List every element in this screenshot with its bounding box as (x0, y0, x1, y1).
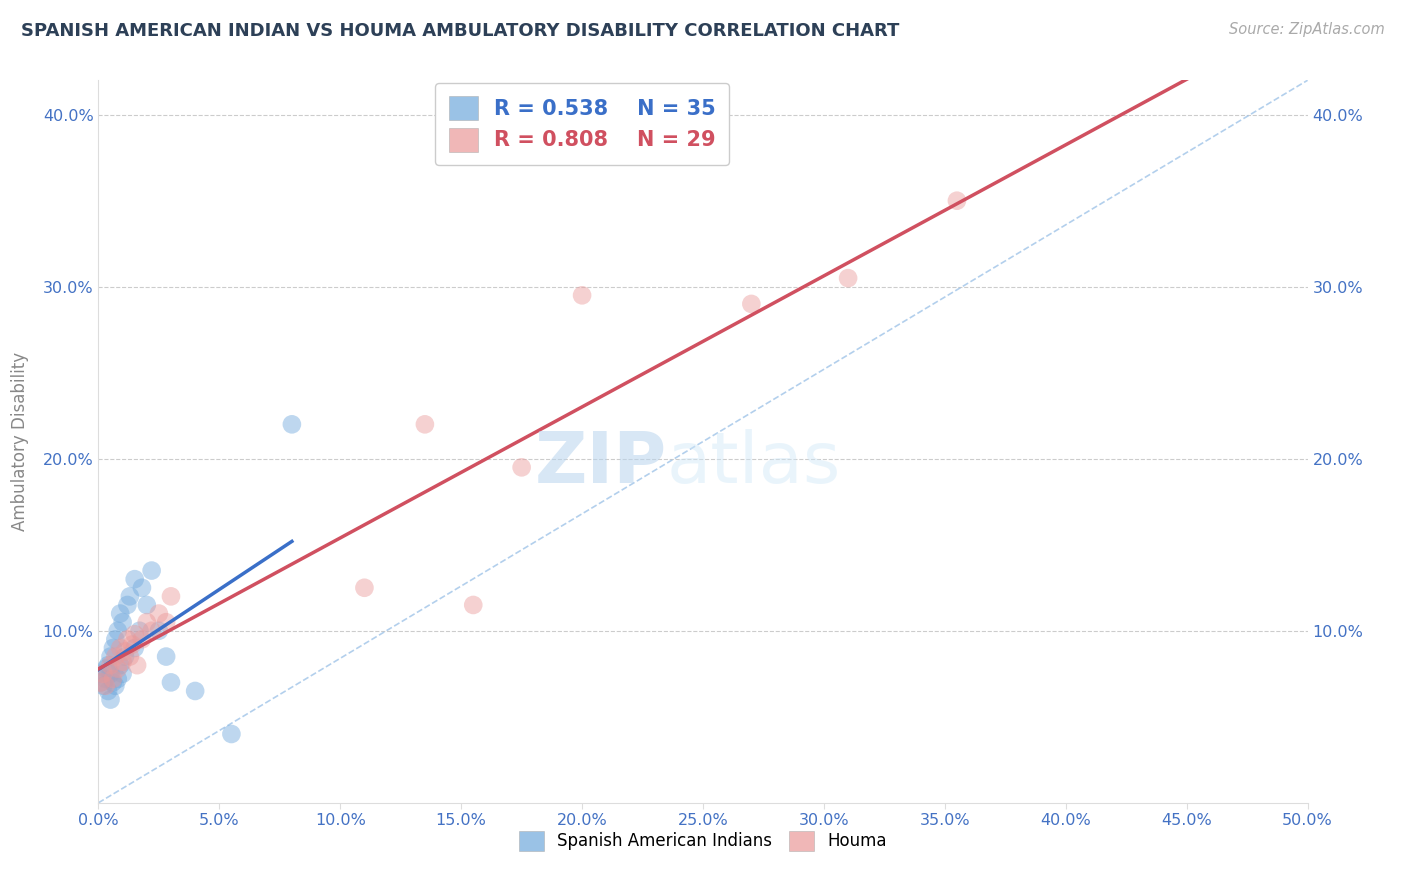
Point (131, 581, 153, 595)
Point (946, 194, 969, 208)
Point (111, 615, 134, 630)
Point (100, 692, 122, 706)
Point (94, 672, 117, 686)
Point (101, 640, 124, 655)
Point (124, 640, 146, 655)
Point (107, 662, 129, 676)
Point (160, 590, 183, 604)
Point (114, 649, 136, 664)
Point (571, 288, 593, 302)
Point (463, 598, 485, 612)
Point (97, 684, 120, 698)
Point (510, 460, 533, 475)
Point (104, 632, 127, 647)
Point (104, 679, 127, 693)
Point (353, 581, 375, 595)
Point (128, 624, 150, 638)
Point (91, 679, 114, 693)
Point (141, 624, 163, 638)
Point (740, 297, 762, 311)
Point (184, 684, 207, 698)
Point (101, 672, 124, 686)
Text: Source: ZipAtlas.com: Source: ZipAtlas.com (1229, 22, 1385, 37)
Point (131, 632, 153, 647)
Point (221, 727, 243, 741)
Text: ZIP: ZIP (534, 429, 666, 498)
Point (837, 271, 859, 285)
Point (117, 598, 139, 612)
Point (148, 624, 170, 638)
Point (124, 627, 146, 641)
Point (94, 679, 117, 693)
Point (160, 675, 183, 690)
Point (97, 658, 120, 673)
Text: atlas: atlas (666, 429, 841, 498)
Point (121, 638, 143, 652)
Point (107, 624, 129, 638)
Point (94, 662, 117, 676)
Point (108, 640, 131, 655)
Point (135, 615, 157, 630)
Point (281, 417, 304, 432)
Point (111, 655, 134, 669)
Y-axis label: Ambulatory Disability: Ambulatory Disability (11, 352, 28, 531)
Point (100, 666, 122, 681)
Point (124, 572, 146, 586)
Point (148, 607, 170, 621)
Point (107, 672, 129, 686)
Point (108, 658, 131, 673)
Point (104, 649, 127, 664)
Point (117, 632, 139, 647)
Legend: Spanish American Indians, Houma: Spanish American Indians, Houma (510, 822, 896, 860)
Point (118, 649, 141, 664)
Point (100, 658, 122, 673)
Point (155, 649, 177, 664)
Point (155, 615, 177, 630)
Point (135, 598, 157, 612)
Point (114, 644, 136, 658)
Text: SPANISH AMERICAN INDIAN VS HOUMA AMBULATORY DISABILITY CORRELATION CHART: SPANISH AMERICAN INDIAN VS HOUMA AMBULAT… (21, 22, 900, 40)
Point (413, 417, 436, 432)
Point (90, 675, 112, 690)
Point (87, 666, 110, 681)
Point (111, 666, 134, 681)
Point (118, 590, 141, 604)
Point (141, 564, 163, 578)
Point (101, 675, 124, 690)
Point (108, 607, 131, 621)
Point (91, 666, 114, 681)
Point (90, 675, 112, 690)
Point (127, 658, 149, 673)
Point (100, 649, 122, 664)
